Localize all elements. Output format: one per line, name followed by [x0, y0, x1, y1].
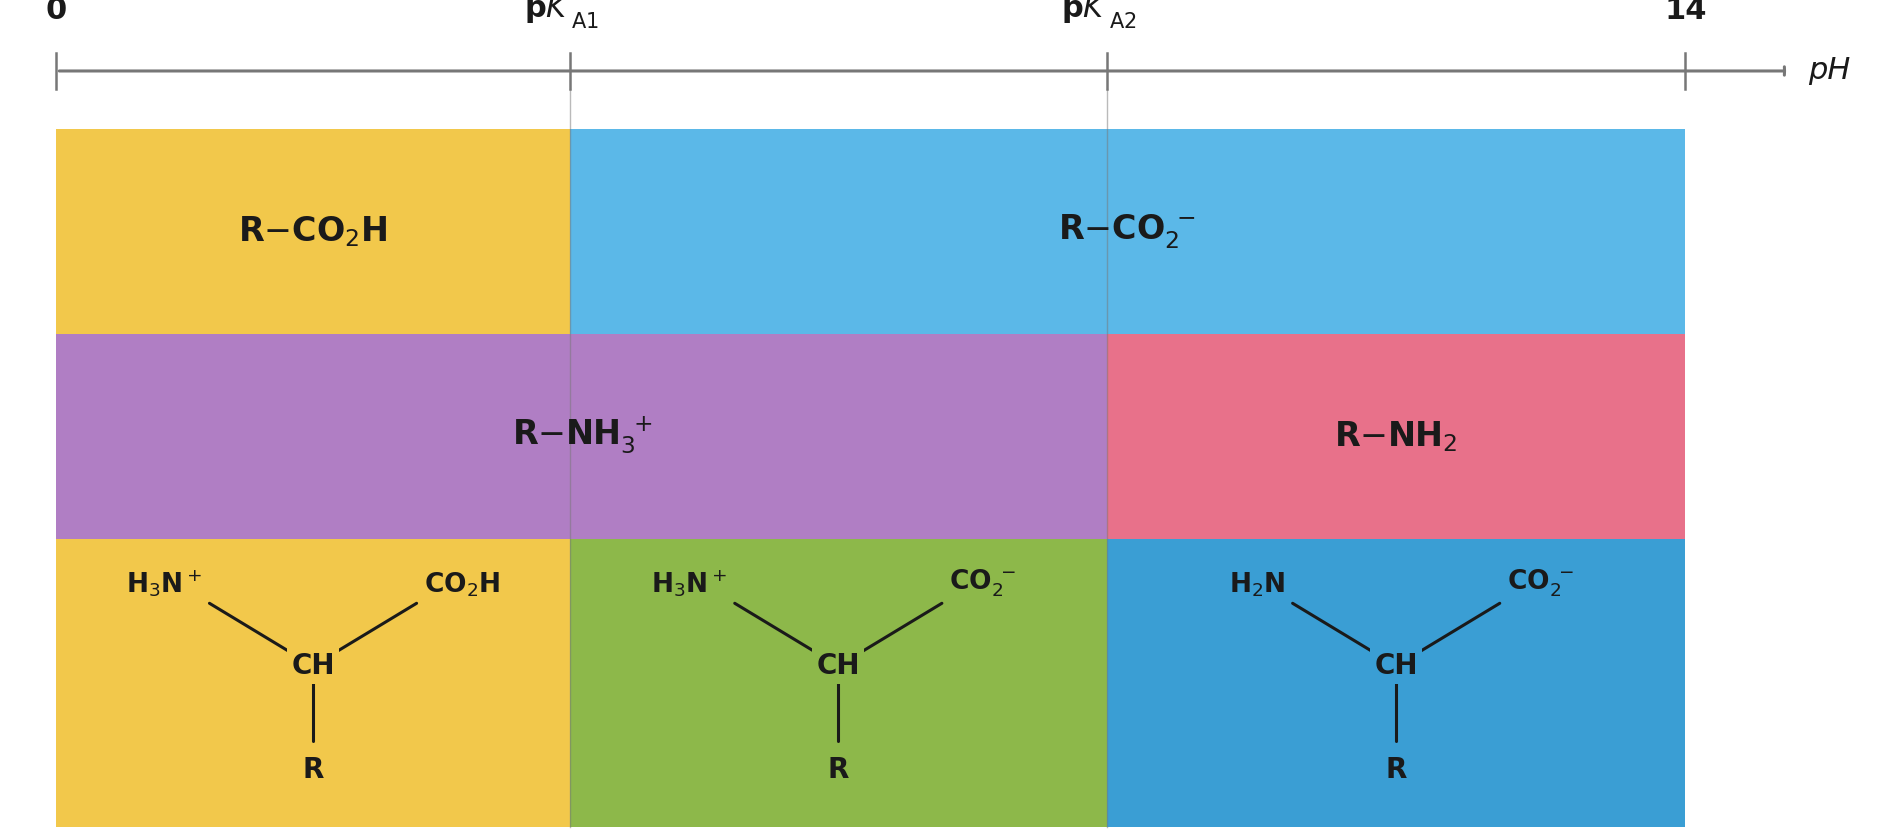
Text: p$\mathit{K}$: p$\mathit{K}$ [523, 0, 568, 25]
Text: CO$_2$H: CO$_2$H [423, 570, 501, 600]
Bar [56, 129, 568, 334]
Bar [1107, 334, 1684, 539]
Bar [568, 539, 1107, 827]
Text: p$\mathit{K}$: p$\mathit{K}$ [1061, 0, 1107, 25]
Bar [56, 539, 568, 827]
Text: R$-$NH$_3^{\ +}$: R$-$NH$_3^{\ +}$ [512, 415, 651, 458]
Text: CH: CH [292, 652, 335, 680]
Bar [56, 334, 1107, 539]
Bar [568, 129, 1684, 334]
Text: R$-$NH$_2$: R$-$NH$_2$ [1334, 419, 1457, 453]
Bar [1107, 539, 1684, 827]
Text: 0: 0 [45, 0, 68, 25]
Text: $\mathregular{A1}$: $\mathregular{A1}$ [570, 12, 598, 32]
Text: R: R [303, 757, 324, 784]
Text: H$_3$N$^+$: H$_3$N$^+$ [126, 568, 201, 600]
Text: 14: 14 [1664, 0, 1705, 25]
Text: CH: CH [817, 652, 860, 680]
Text: R$-$CO$_2^{\ -}$: R$-$CO$_2^{\ -}$ [1058, 212, 1195, 251]
Text: $\mathregular{A2}$: $\mathregular{A2}$ [1108, 12, 1135, 32]
Text: pH: pH [1807, 57, 1848, 85]
Text: R: R [828, 757, 849, 784]
Text: CO$_2^{\ -}$: CO$_2^{\ -}$ [1506, 568, 1573, 600]
Text: CO$_2^{\ -}$: CO$_2^{\ -}$ [949, 568, 1016, 600]
Text: H$_2$N: H$_2$N [1227, 570, 1284, 600]
Text: R: R [1385, 757, 1406, 784]
Text: R$-$CO$_2$H: R$-$CO$_2$H [239, 215, 388, 249]
Text: H$_3$N$^+$: H$_3$N$^+$ [651, 568, 726, 600]
Text: CH: CH [1374, 652, 1417, 680]
